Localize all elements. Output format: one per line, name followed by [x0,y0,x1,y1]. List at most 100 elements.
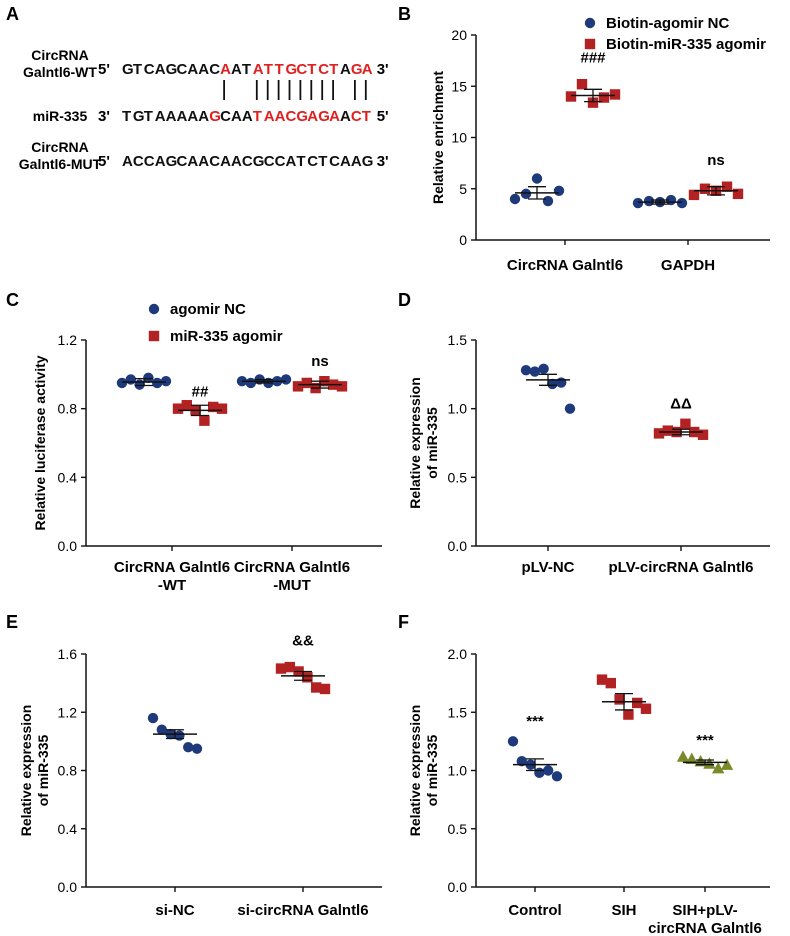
data-point [720,758,734,770]
base: A [231,61,242,78]
base: C [144,153,155,170]
data-point [662,425,673,436]
base: G [133,108,145,125]
seq-suffix: 3' [377,153,389,170]
sequence: ACCAGCAACAACGCCAT CT CAAG [122,153,373,170]
y-axis-label-line1: Relative expression [18,705,34,837]
base: C [177,61,188,78]
data-point [208,401,219,413]
data-point [301,377,312,389]
base: T [264,61,273,78]
base: T [307,61,316,78]
data-point [516,755,527,767]
significance-label: ## [192,384,209,401]
significance-label: ns [311,353,329,370]
chart-panel-f: 0.0 0.5 1.0 1.5 2.0 Control SIH SIH+pLV-circRNA… [407,646,770,936]
base: A [286,153,297,170]
data-point [183,742,194,753]
seq-suffix: 5' [377,108,389,125]
base: C [286,108,297,125]
data-point [598,92,610,103]
data-point [336,381,348,392]
data-point [275,663,287,674]
category-label: si-circRNA Galntl6 [237,902,368,919]
category-label: pLV-circRNA Galntl6 [608,559,753,576]
base: G [209,108,221,125]
legend-marker [148,303,160,315]
data-point [712,761,725,774]
data-point [156,724,167,735]
base: A [362,61,373,78]
base: T [329,61,338,78]
data-point [538,363,549,375]
y-tick-label: 0.5 [448,469,468,485]
base: G [286,61,298,78]
base: C [275,153,286,170]
data-point [632,697,643,709]
base: T [144,108,153,125]
y-tick-label: 1.0 [448,763,468,779]
category-label-line1: CircRNA Galntl6 [234,559,350,576]
data-point [245,377,256,389]
base: A [307,108,318,125]
legend-marker [584,38,596,50]
y-tick-label: 0.4 [58,821,78,837]
y-tick-label: 20 [451,27,467,43]
base: A [329,108,340,125]
panel-label-f: F [398,612,409,632]
base: A [264,108,275,125]
sequence: GT CAGCAACAAT AT T GCT CT AGA [122,61,373,78]
seq-name: miR-335 [33,108,88,124]
significance-label: *** [696,732,714,749]
base: A [351,153,362,170]
data-point [699,183,711,194]
data-point [721,181,733,192]
base: T [122,108,131,125]
category-label: Control [508,902,561,919]
base: G [318,108,330,125]
base: A [187,153,198,170]
data-point [172,403,184,414]
y-axis-label-line1: Relative expression [407,377,423,509]
base: C [209,61,220,78]
panel-label-a: A [6,4,19,24]
seq-prefix: 3' [98,108,110,125]
seq-suffix: 3' [377,61,389,78]
data-group [688,181,744,201]
y-axis-label: Relative enrichment [430,71,446,204]
category-label: si-NC [155,902,194,919]
panel-label-d: D [398,290,411,310]
seq-prefix: 5' [98,61,110,78]
base: A [155,108,166,125]
data-point [280,374,292,385]
y-axis-label-line2: of miR-335 [35,735,51,807]
legend-marker [148,330,160,342]
y-tick-label: 0 [459,232,467,248]
data-group [292,376,348,394]
legend-label: Biotin-miR-335 agomir [606,36,766,53]
data-point [605,677,616,689]
data-point [653,428,665,439]
base: T [133,61,142,78]
y-tick-label: 0.8 [58,401,78,417]
base: G [351,61,363,78]
data-point [623,709,634,720]
base: C [177,153,188,170]
data-group [147,712,203,754]
data-point [680,418,691,429]
data-point [542,195,554,207]
base: A [340,153,351,170]
data-point [697,429,709,440]
data-point [284,661,295,673]
base: A [231,153,242,170]
data-point [688,189,700,201]
base: C [264,153,275,170]
base: T [242,61,251,78]
panel-label-e: E [6,612,18,632]
base: A [340,61,351,78]
base: G [362,153,374,170]
data-point [609,89,621,100]
y-tick-label: 0.5 [448,821,468,837]
